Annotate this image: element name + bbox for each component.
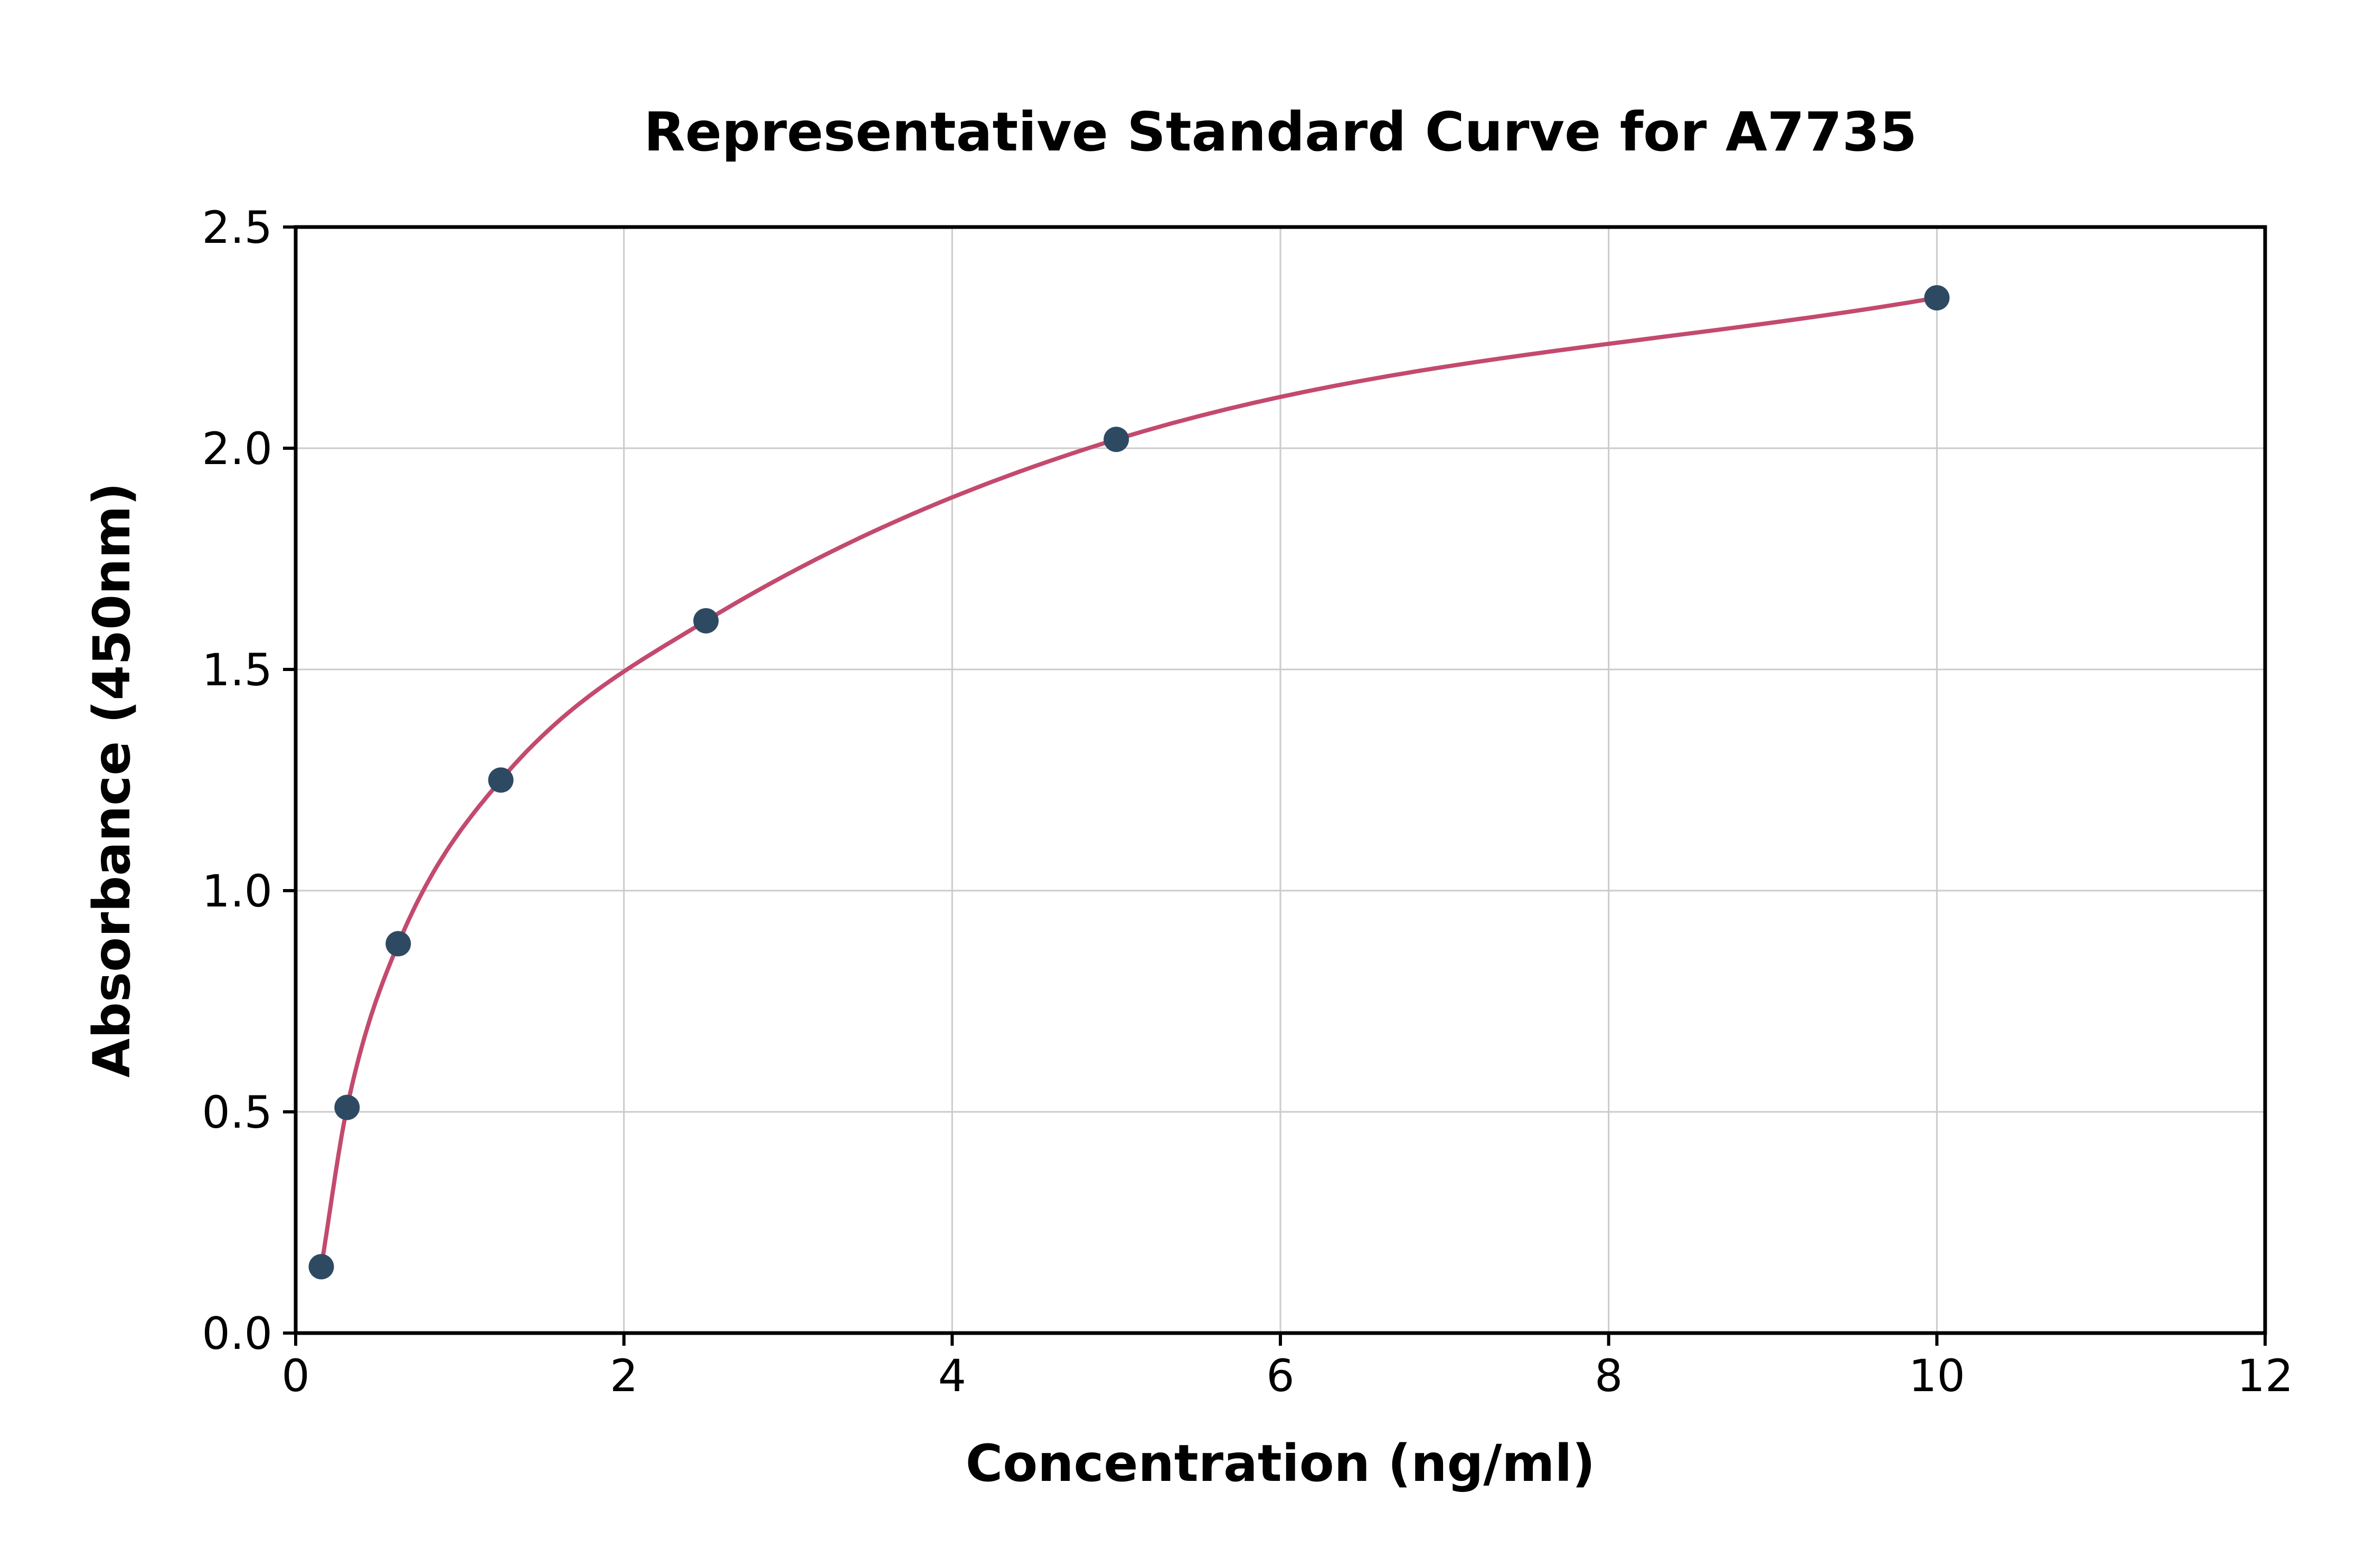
x-tick-label-4: 8 <box>1595 1350 1623 1402</box>
y-tick-label-2: 1.0 <box>202 865 272 917</box>
data-point-6 <box>1924 285 1950 311</box>
y-tick-label-1: 0.5 <box>202 1087 272 1138</box>
x-tick-label-5: 10 <box>1909 1350 1965 1402</box>
y-tick-label-4: 2.0 <box>202 423 272 475</box>
data-point-3 <box>488 767 514 793</box>
y-axis-label: Absorbance (450nm) <box>82 483 142 1078</box>
data-point-4 <box>693 608 719 634</box>
y-tick-label-0: 0.0 <box>202 1308 272 1359</box>
data-point-5 <box>1104 427 1129 452</box>
x-tick-label-0: 0 <box>281 1350 309 1402</box>
data-point-0 <box>308 1254 334 1280</box>
x-tick-label-1: 2 <box>610 1350 638 1402</box>
data-point-1 <box>334 1094 360 1120</box>
x-tick-label-6: 12 <box>2237 1350 2294 1402</box>
x-axis-label: Concentration (ng/ml) <box>966 1434 1595 1493</box>
x-tick-label-3: 6 <box>1266 1350 1294 1402</box>
y-tick-label-3: 1.5 <box>202 644 272 696</box>
data-point-2 <box>385 931 411 957</box>
y-tick-label-5: 2.5 <box>202 202 272 253</box>
chart-title: Representative Standard Curve for A7735 <box>644 101 1917 164</box>
x-tick-label-2: 4 <box>938 1350 966 1402</box>
